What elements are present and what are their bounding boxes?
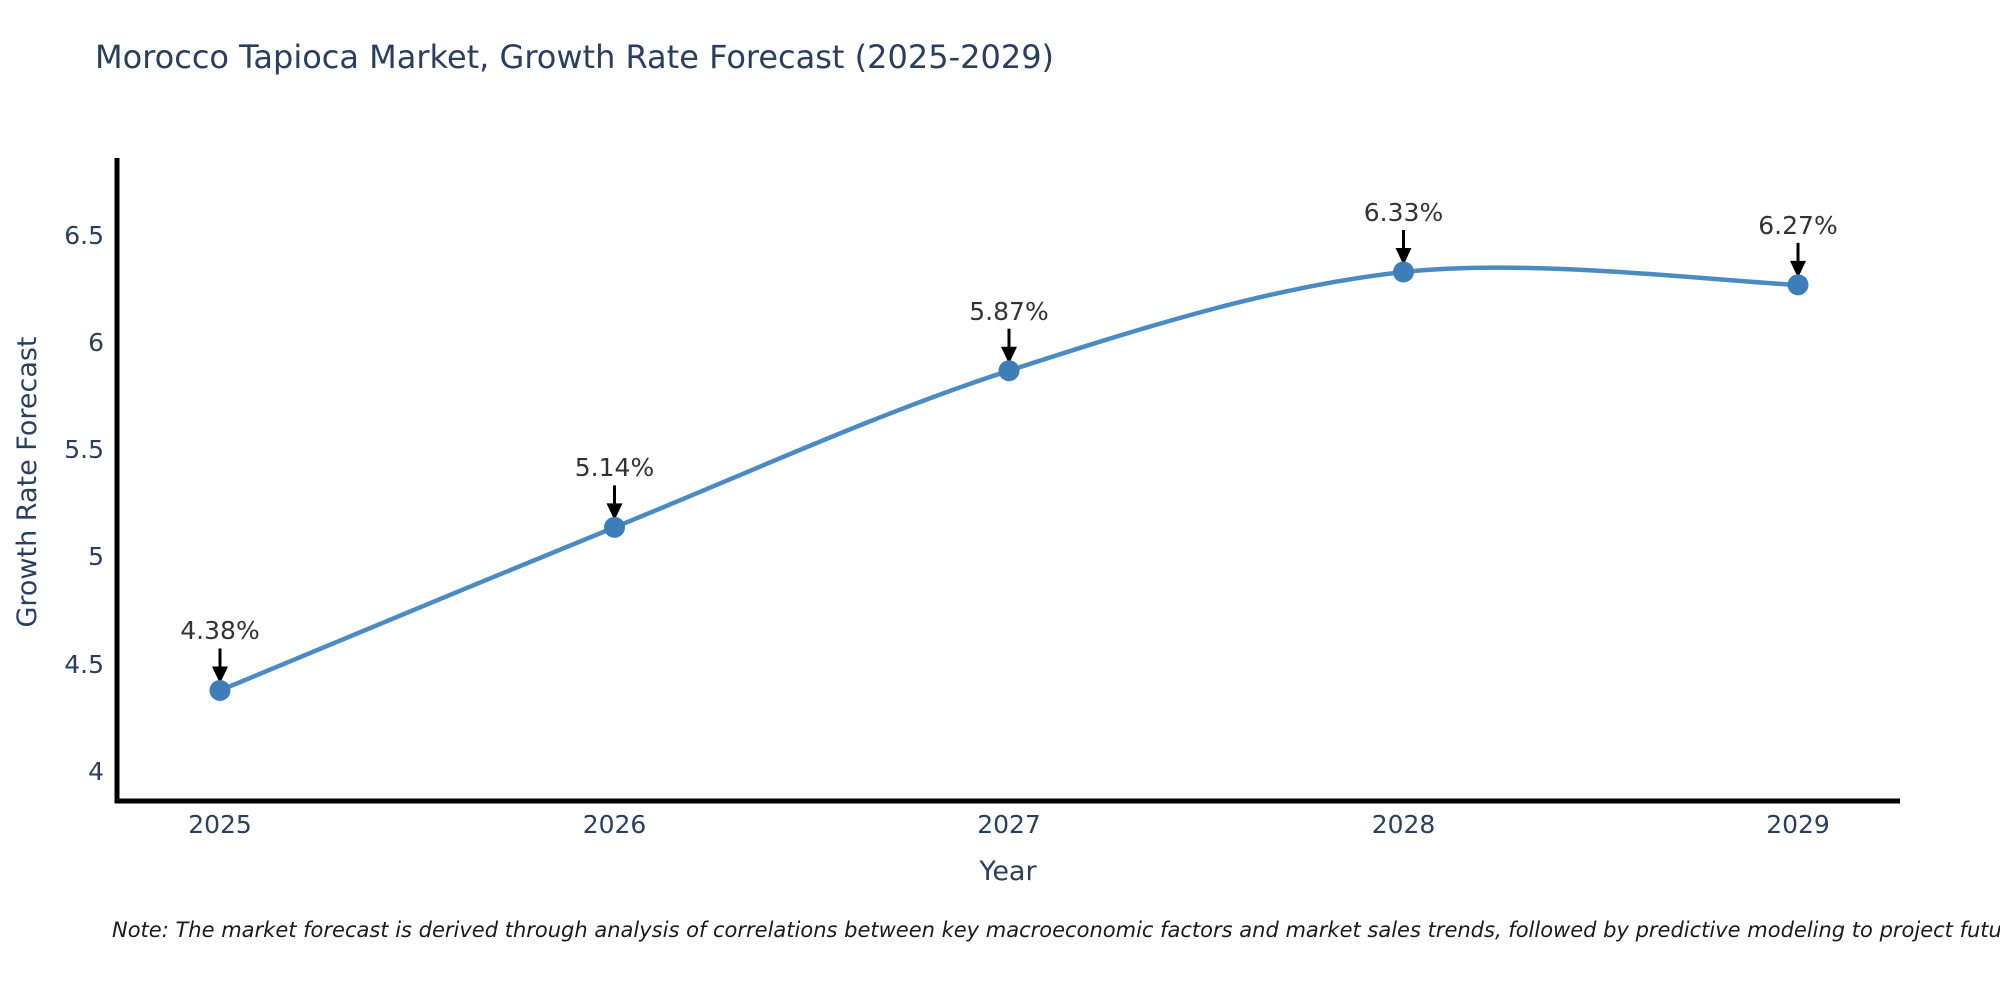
y-tick-label: 5: [88, 542, 104, 572]
x-axis-title: Year: [979, 856, 1037, 887]
annotation-arrow-head: [606, 503, 623, 521]
x-tick-label: 2026: [582, 810, 647, 839]
x-tick-label: 2027: [977, 810, 1041, 839]
y-tick-label: 4: [88, 757, 104, 786]
data-point-label: 6.27%: [1758, 210, 1838, 240]
data-point-marker: [209, 679, 231, 701]
x-tick-label: 2025: [188, 810, 252, 839]
annotation-arrows: [212, 229, 1806, 684]
data-point-marker: [998, 360, 1020, 382]
data-point-label: 5.87%: [969, 296, 1049, 326]
data-point-label: 6.33%: [1363, 197, 1444, 227]
data-point-marker: [1787, 274, 1809, 296]
x-tick-label: 2029: [1766, 810, 1830, 839]
y-tick-label: 6.5: [64, 220, 104, 250]
footnote: Note: The market forecast is derived thr…: [112, 918, 2000, 942]
annotation-arrow-head: [1395, 247, 1412, 265]
x-tick-label: 2028: [1371, 810, 1436, 839]
chart-title: Morocco Tapioca Market, Growth Rate Fore…: [95, 38, 1055, 76]
y-tick-label: 5.5: [64, 435, 104, 465]
annotation-arrow-head: [212, 666, 228, 684]
data-point-label: 5.14%: [574, 453, 655, 483]
annotation-arrow-head: [1790, 260, 1806, 278]
data-point-markers: [209, 261, 1809, 701]
data-point-marker: [1393, 261, 1414, 283]
y-tick-label: 6: [88, 327, 104, 357]
data-point-marker: [604, 516, 625, 538]
annotation-arrow-head: [1001, 346, 1017, 364]
y-tick-label: 4.5: [64, 649, 104, 679]
data-point-label: 4.38%: [180, 616, 260, 646]
